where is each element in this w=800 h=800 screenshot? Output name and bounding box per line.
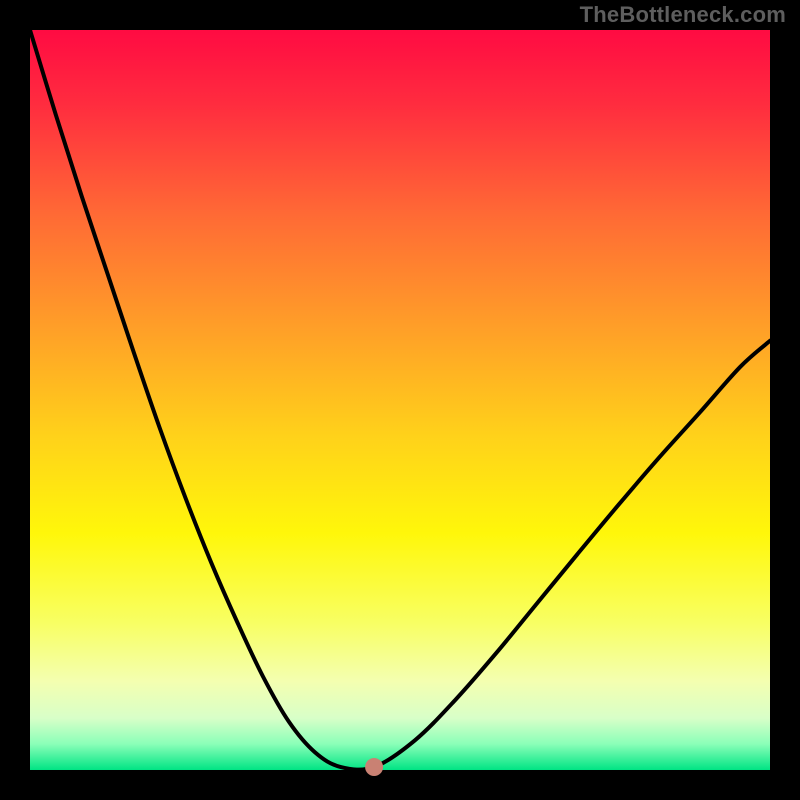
bottleneck-chart [0, 0, 800, 800]
chart-gradient-bg [30, 30, 770, 770]
chart-container: TheBottleneck.com [0, 0, 800, 800]
watermark-text: TheBottleneck.com [580, 2, 786, 28]
optimal-point-marker [365, 758, 383, 776]
